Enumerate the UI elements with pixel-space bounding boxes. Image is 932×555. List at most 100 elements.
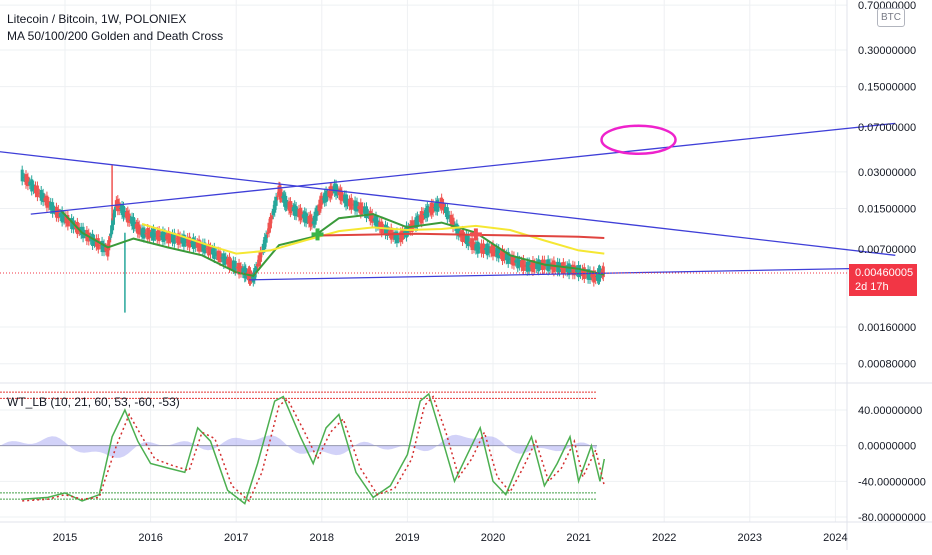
oscillator-name[interactable]: WT_LB (10, 21, 60, 53, -60, -53) xyxy=(7,395,180,409)
candle-body xyxy=(20,169,24,182)
candle-body xyxy=(274,196,278,206)
cross-bar xyxy=(315,228,320,241)
grid xyxy=(0,0,847,522)
candle-body xyxy=(476,241,480,254)
candle-body xyxy=(34,185,38,194)
candle-body xyxy=(68,221,72,223)
candle-body xyxy=(174,238,178,240)
candle-body xyxy=(22,176,26,179)
candle-body xyxy=(580,268,584,277)
candle-body xyxy=(397,237,401,240)
candle-body xyxy=(393,232,397,240)
candle-body xyxy=(353,200,357,211)
candle-body xyxy=(445,207,449,220)
candle-body xyxy=(372,218,376,222)
candle-body xyxy=(462,236,466,240)
candle-body xyxy=(537,259,541,272)
candle-body xyxy=(487,246,491,254)
candle-body xyxy=(218,251,222,263)
candle-body xyxy=(66,214,70,227)
candle-body xyxy=(601,266,605,278)
candle-body xyxy=(195,242,199,248)
price-axis-label: 0.07000000 xyxy=(858,122,916,134)
candle-body xyxy=(559,266,563,270)
candle-body xyxy=(539,264,543,267)
candle-body xyxy=(443,206,447,214)
candle-body xyxy=(521,258,525,271)
time-axis-label: 2017 xyxy=(224,532,248,544)
candle-body xyxy=(60,210,64,223)
candle-body xyxy=(577,265,581,278)
candle-body xyxy=(45,195,49,208)
candle-body xyxy=(520,260,524,268)
candle-body xyxy=(169,235,173,240)
candle-body xyxy=(189,242,193,244)
oscillator-axis-label: -40.00000000 xyxy=(858,476,926,488)
candle-body xyxy=(165,234,169,240)
candle-body xyxy=(178,235,182,244)
candle-body xyxy=(485,243,489,256)
candle-body xyxy=(349,197,353,210)
candle-body xyxy=(153,232,157,238)
candle-body xyxy=(51,202,55,214)
candle-body xyxy=(102,243,106,253)
price-axis-label: 0.15000000 xyxy=(858,82,916,94)
candle-body xyxy=(497,248,501,259)
cross-bar xyxy=(473,228,478,241)
candle-body xyxy=(355,201,359,212)
candle-body xyxy=(58,213,62,217)
candle-body xyxy=(107,240,111,251)
candle-body xyxy=(563,265,567,272)
candle-body xyxy=(481,243,485,254)
candle-body xyxy=(224,256,228,265)
candle-body xyxy=(533,262,537,270)
ma-line-3 xyxy=(313,232,605,239)
candle-body xyxy=(159,235,163,237)
candle-body xyxy=(142,227,146,239)
candle-body xyxy=(491,244,495,257)
price-axis-label: 0.01500000 xyxy=(858,204,916,216)
currency-badge[interactable]: BTC xyxy=(877,8,905,27)
candle-body xyxy=(567,263,571,276)
candle-body xyxy=(478,246,482,250)
candle-body xyxy=(54,206,58,218)
candle-body xyxy=(523,264,527,267)
oscillator-axis-label: 40.00000000 xyxy=(858,405,922,417)
candle-body xyxy=(254,265,258,274)
candle-body xyxy=(263,236,267,250)
candle-body xyxy=(144,233,148,235)
wt2-line xyxy=(22,395,606,503)
symbol-title[interactable]: Litecoin / Bitcoin, 1W, POLONIEX xyxy=(7,12,187,26)
last-price-tag: 0.00460005 2d 17h xyxy=(849,264,917,296)
price-axis-label: 0.30000000 xyxy=(858,45,916,57)
candle-body xyxy=(363,206,367,214)
candle-body xyxy=(127,213,131,223)
candle-body xyxy=(579,268,583,275)
candle-body xyxy=(499,253,503,256)
candle-body xyxy=(273,200,277,213)
candle-body xyxy=(41,192,45,203)
candle-body xyxy=(586,269,590,280)
candle-body xyxy=(186,237,190,247)
candle-body xyxy=(575,269,579,273)
bar-countdown: 2d 17h xyxy=(855,281,889,293)
price-axis-label: 0.00080000 xyxy=(858,359,916,371)
candle-body xyxy=(212,246,216,259)
candle-body xyxy=(167,231,171,244)
candle-body xyxy=(571,264,575,276)
candle-body xyxy=(514,260,518,263)
candle-body xyxy=(146,227,150,240)
candle-body xyxy=(193,239,197,248)
candle-body xyxy=(347,199,351,207)
indicator-name[interactable]: MA 50/100/200 Golden and Death Cross xyxy=(7,29,224,43)
candle-body xyxy=(157,230,161,242)
candle-body xyxy=(207,243,211,256)
candle-body xyxy=(26,176,30,187)
candle-body xyxy=(395,231,399,244)
candle-body xyxy=(345,198,349,206)
candle-body xyxy=(191,237,195,249)
candle-body xyxy=(28,181,32,186)
candle-body xyxy=(233,261,237,272)
candle-body xyxy=(270,215,274,220)
